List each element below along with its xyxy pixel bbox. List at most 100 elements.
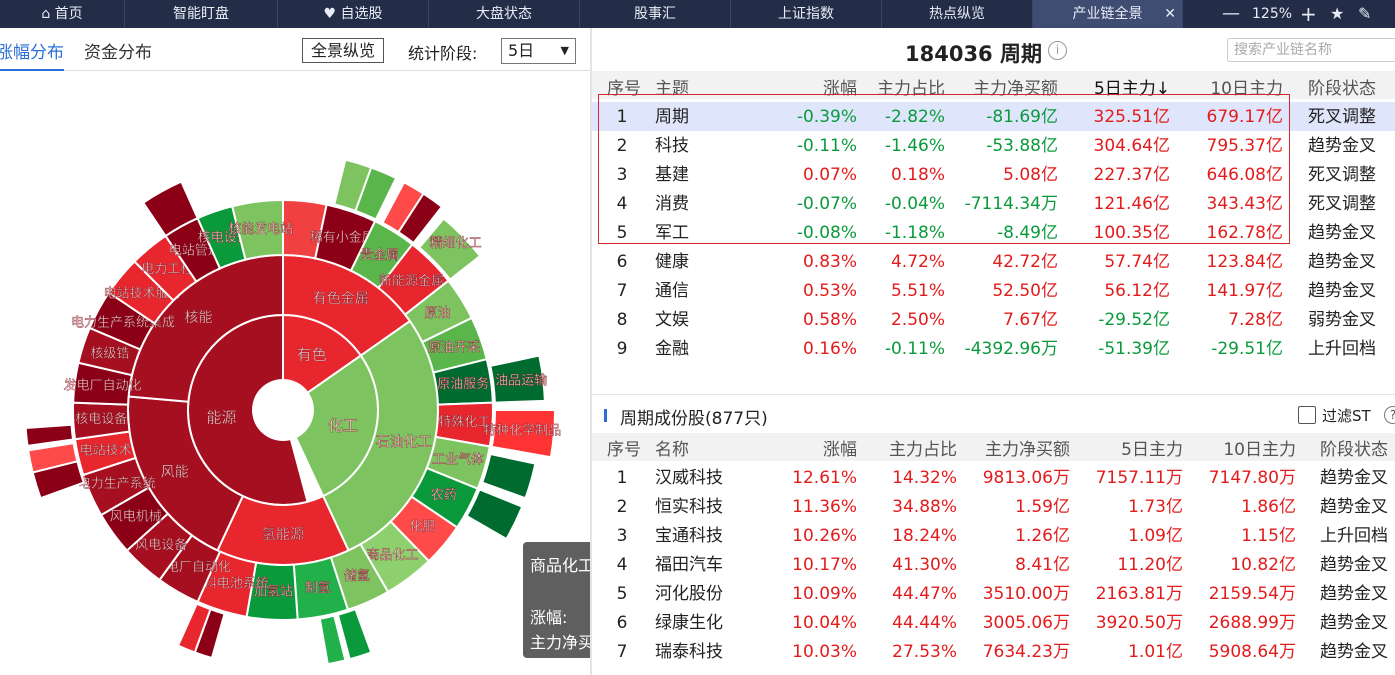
row-highlight bbox=[592, 102, 1395, 131]
nav-tab[interactable]: ⌂ 首页 bbox=[0, 0, 125, 28]
search-box[interactable]: 搜索产业链名称 bbox=[1227, 38, 1395, 62]
segment-label: 加氢站 bbox=[254, 584, 293, 599]
panel-title: 184036 周期 bbox=[905, 42, 1042, 66]
table-cell: 343.43亿 bbox=[1206, 194, 1283, 214]
sunburst-hole bbox=[253, 380, 313, 440]
info-icon[interactable]: i bbox=[1048, 41, 1067, 60]
segment-label: 核电设备 bbox=[75, 411, 127, 427]
zoom-in[interactable]: + bbox=[1300, 2, 1317, 26]
tab-label: 智能盯盘 bbox=[173, 6, 229, 22]
segment-label: 燃料电池系统 bbox=[191, 576, 269, 592]
sunburst-segment bbox=[354, 166, 398, 221]
table-cell: 10.26% bbox=[792, 526, 857, 546]
column-header: 涨幅 bbox=[823, 440, 857, 460]
sunburst-segment bbox=[141, 180, 199, 238]
table-cell: 0.16% bbox=[802, 339, 857, 359]
stage-select[interactable]: 5日 ▼ bbox=[501, 38, 576, 64]
segment-label: 有色金属 bbox=[313, 290, 369, 307]
overview-button[interactable]: 全景纵览 bbox=[302, 38, 384, 63]
zoom-out[interactable]: — bbox=[1222, 3, 1240, 24]
table-cell: 11.20亿 bbox=[1117, 555, 1183, 575]
table-cell: -4392.96万 bbox=[964, 339, 1058, 359]
segment-label: 风电机械 bbox=[110, 509, 162, 524]
nav-tab[interactable]: 智能盯盘 bbox=[125, 0, 278, 28]
selection-box bbox=[598, 94, 1290, 244]
table-cell: 宝通科技 bbox=[655, 526, 723, 546]
edit-icon[interactable]: ✎ bbox=[1358, 4, 1372, 23]
section-title: 周期成份股(877只) bbox=[620, 409, 768, 429]
table-cell: 12.61% bbox=[792, 468, 857, 488]
segment-label: 氢能源 bbox=[262, 527, 304, 543]
table-cell: 1.59亿 bbox=[1015, 497, 1070, 517]
select-value: 5日 bbox=[508, 41, 535, 60]
nav-tab[interactable]: 大盘状态 bbox=[429, 0, 580, 28]
table-cell: -0.08% bbox=[796, 223, 857, 243]
table-cell: 8 bbox=[616, 310, 628, 330]
segment-label: 特种化学制品 bbox=[483, 422, 561, 438]
table-cell: 趋势金叉 bbox=[1320, 468, 1388, 488]
segment-label: 商品化工 bbox=[367, 548, 419, 563]
nav-tab[interactable]: ♥ 自选股 bbox=[278, 0, 429, 28]
table-cell: -0.07% bbox=[796, 194, 857, 214]
table-cell: 18.24% bbox=[892, 526, 957, 546]
table-cell: 上升回档 bbox=[1320, 526, 1388, 546]
table-cell: 死叉调整 bbox=[1308, 107, 1376, 127]
table-cell: 河化股份 bbox=[655, 584, 723, 604]
table-cell: 5 bbox=[616, 223, 628, 243]
star-icon[interactable]: ★ bbox=[1330, 4, 1345, 23]
segment-label: 电力工程 bbox=[141, 262, 193, 277]
table-cell: 8.41亿 bbox=[1015, 555, 1070, 575]
table-cell: 瑞泰科技 bbox=[655, 642, 723, 662]
sunburst-segment bbox=[27, 442, 79, 474]
segment-label: 新能源金属 bbox=[379, 273, 444, 289]
table-cell: 周期 bbox=[655, 107, 689, 127]
table-cell: 7 bbox=[616, 642, 628, 662]
table-cell: 2688.99万 bbox=[1208, 613, 1296, 633]
table-cell: 文娱 bbox=[655, 310, 689, 330]
table-cell: 6 bbox=[616, 613, 628, 633]
nav-tab[interactable]: 股事汇 bbox=[580, 0, 731, 28]
table-cell: 基建 bbox=[655, 165, 689, 185]
segment-label: 核能 bbox=[185, 310, 213, 326]
subtab[interactable]: 资金分布 bbox=[84, 43, 152, 63]
nav-tab[interactable]: 产业链全景 ✕ bbox=[1033, 0, 1183, 28]
table-cell: 141.97亿 bbox=[1206, 281, 1283, 301]
table-cell: 福田汽车 bbox=[655, 555, 723, 575]
sunburst-segment bbox=[480, 452, 537, 500]
table-cell: 27.53% bbox=[892, 642, 957, 662]
left-toolbar bbox=[0, 28, 590, 71]
sunburst-segment bbox=[489, 354, 546, 404]
segment-label: 有色 bbox=[297, 346, 327, 364]
table-cell: 7147.80万 bbox=[1208, 468, 1296, 488]
nav-tab[interactable]: 上证指数 bbox=[731, 0, 882, 28]
tab-label: 产业链全景 bbox=[1072, 6, 1143, 22]
table-cell: 2 bbox=[616, 497, 628, 517]
table-cell: 100.35亿 bbox=[1093, 223, 1170, 243]
table-cell: 绿康生化 bbox=[655, 613, 723, 633]
right-panel: 184036 周期 i 搜索产业链名称 序号 主题 涨幅 主力占比 主力净买额 5日主力↓ 10日… bbox=[592, 28, 1395, 675]
nav-tab[interactable]: 热点纵览 bbox=[882, 0, 1033, 28]
subtab-active[interactable]: 涨幅分布 bbox=[0, 38, 64, 71]
table-cell: 42.72亿 bbox=[992, 252, 1058, 272]
tooltip-line: 涨幅: bbox=[530, 608, 568, 627]
tooltip: 商品化工 涨幅: 主力净买 bbox=[523, 542, 590, 658]
close-icon[interactable]: ✕ bbox=[1164, 6, 1176, 22]
tab-label: 大盘状态 bbox=[476, 6, 532, 22]
table-cell: 7.28亿 bbox=[1228, 310, 1283, 330]
nav-bar: ⌂ 首页 智能盯盘 ♥ 自选股 大盘状态 股事汇 上证指数 热点纵览 产业链全景 ✕ — 125% +… bbox=[0, 0, 1395, 28]
table-cell: 4 bbox=[616, 555, 628, 575]
table-cell: 消费 bbox=[655, 194, 689, 214]
segment-label: 核级锆 bbox=[90, 346, 129, 361]
table-cell: 5.51% bbox=[890, 281, 945, 301]
sunburst-segment bbox=[24, 423, 75, 448]
checkbox[interactable] bbox=[1298, 406, 1316, 424]
table-cell: -2.82% bbox=[884, 107, 945, 127]
table-cell: 9813.06万 bbox=[982, 468, 1070, 488]
help-icon[interactable]: ? bbox=[1384, 406, 1395, 424]
sunburst-segment bbox=[230, 198, 284, 261]
table-cell: -1.46% bbox=[884, 136, 945, 156]
table-cell: 9 bbox=[616, 339, 628, 359]
table-cell: -81.69亿 bbox=[986, 107, 1058, 127]
